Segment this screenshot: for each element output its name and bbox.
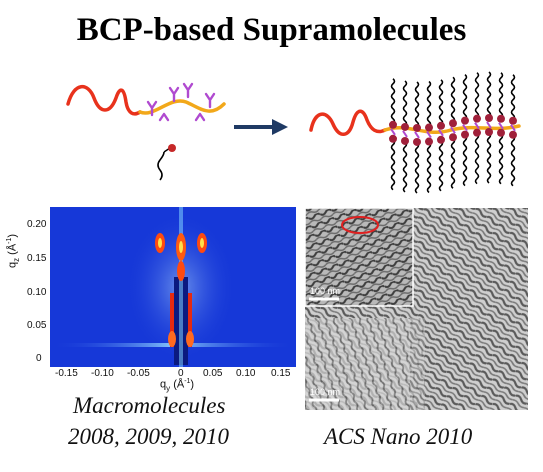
y-tick: 0.10: [27, 287, 47, 298]
arrow-icon: [234, 119, 288, 135]
comb-chain-up: [462, 74, 468, 121]
ligand-head: [473, 128, 481, 137]
comb-chain-down: [390, 139, 396, 191]
ligand-link: [438, 129, 444, 137]
comb-chain-up: [510, 74, 516, 121]
x-tick: 0.15: [271, 368, 291, 379]
x-tick: 0.10: [236, 368, 256, 379]
comb-chain-up: [486, 71, 492, 118]
y-axis-label: qz (Å-1): [6, 233, 21, 268]
supra-red-block: [309, 109, 387, 136]
page-title: BCP-based Supramolecules: [76, 12, 467, 48]
ligand-head: [437, 121, 445, 130]
y-tick: 0.15: [27, 253, 47, 264]
ligand-link: [390, 128, 396, 136]
tem-image: [305, 208, 528, 410]
x-tick: 0: [178, 368, 184, 379]
ligand-link: [402, 130, 408, 138]
ligand-head: [401, 136, 409, 145]
x-tick: -0.05: [127, 368, 150, 379]
ligand-link: [498, 122, 504, 130]
ligand-head: [425, 137, 433, 146]
comb-chain-down: [414, 142, 420, 194]
ligand-head: [509, 130, 517, 139]
comb-chain-up: [498, 72, 504, 119]
ligand-link: [486, 121, 492, 129]
ligand-head: [461, 116, 469, 125]
x-tick: 0.05: [203, 368, 223, 379]
saxs-pattern: [50, 207, 296, 367]
ligand-head: [485, 114, 493, 123]
ligand-head: [413, 123, 421, 132]
comb-chain-down: [402, 141, 408, 193]
saxs-peaks: [155, 233, 207, 347]
ligand-link: [414, 131, 420, 139]
comb-chain-up: [402, 80, 408, 127]
tem-inset: [305, 208, 413, 306]
comb-chain-up: [450, 76, 456, 123]
ligand-head: [449, 133, 457, 142]
ligand-head: [413, 137, 421, 146]
y-tick: 0.05: [27, 320, 47, 331]
x-axis-label: qy (Å-1): [160, 378, 195, 393]
ligand-head: [401, 122, 409, 131]
comb-chain-down: [510, 135, 516, 187]
comb-chain-down: [426, 141, 432, 194]
ligand-link: [462, 124, 468, 132]
ligand-head: [497, 114, 505, 123]
ligand-head: [425, 123, 433, 132]
comb-chain-down: [486, 132, 492, 184]
ligand-head: [461, 130, 469, 139]
y-tick: 0: [36, 353, 42, 364]
comb-chain-up: [438, 79, 444, 126]
x-tick: -0.15: [55, 368, 78, 379]
macromolecules-caption: Macromolecules: [73, 393, 226, 418]
comb-chain-down: [498, 133, 504, 185]
supramolecule-schematic: [309, 71, 521, 194]
ligand-head: [389, 120, 397, 129]
ligand-link: [450, 126, 456, 134]
ligand-sites: [146, 82, 216, 122]
comb-chain-down: [474, 133, 480, 185]
ligand-link: [510, 124, 516, 132]
comb-chain-up: [426, 80, 432, 128]
bcp-schematic: [66, 82, 226, 181]
inset-scale-label: 100 nm: [310, 286, 341, 296]
x-tick: -0.10: [91, 368, 114, 379]
ligand-link: [474, 122, 480, 130]
comb-chain-up: [474, 72, 480, 119]
comb-chain-up: [414, 81, 420, 128]
ligand-head: [473, 114, 481, 123]
comb-chain-down: [438, 140, 444, 192]
acs-nano-caption: ACS Nano 2010: [324, 424, 473, 449]
highlight-circle: [341, 216, 379, 234]
comb-chain-down: [450, 137, 456, 189]
comb-chains: [389, 71, 517, 194]
ligand-link: [426, 130, 432, 139]
comb-chain-down: [462, 135, 468, 187]
small-molecule-icon: [157, 144, 176, 181]
comb-chain-up: [390, 78, 396, 125]
ligand-head: [389, 134, 397, 143]
macromolecules-years: 2008, 2009, 2010: [68, 424, 229, 449]
y-tick: 0.20: [27, 219, 47, 230]
ligand-head: [509, 116, 517, 125]
ligand-head: [437, 135, 445, 144]
main-scale-label: 100 nm: [310, 387, 341, 397]
ligand-head: [497, 128, 505, 137]
bcp-red-block: [66, 85, 142, 116]
ligand-head: [449, 119, 457, 128]
ligand-head: [485, 128, 493, 137]
